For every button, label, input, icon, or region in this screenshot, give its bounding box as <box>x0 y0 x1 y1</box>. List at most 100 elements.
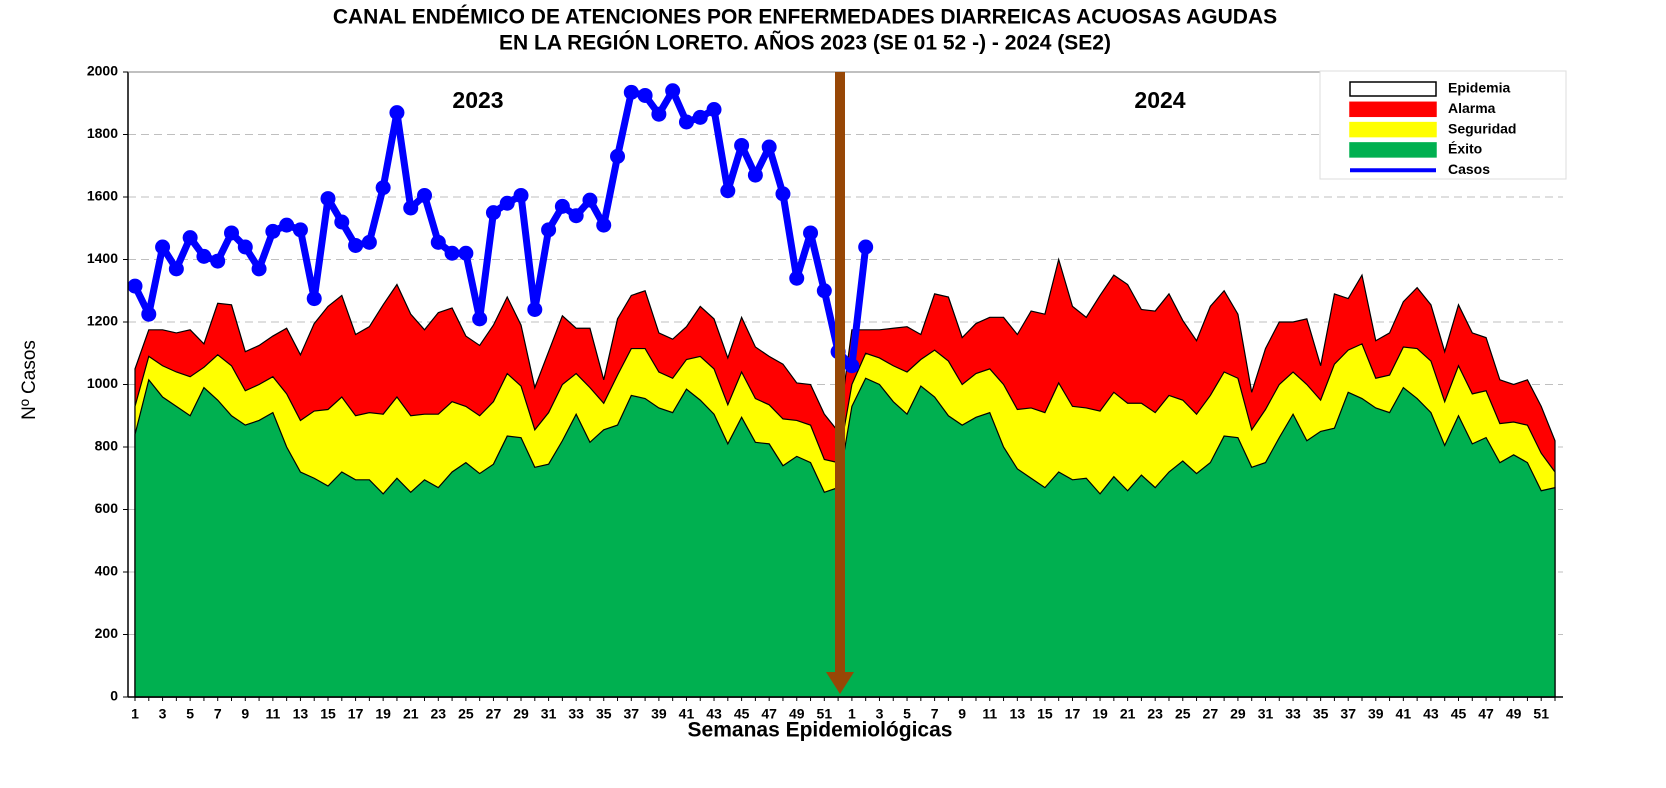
y-axis-label: Nº Casos <box>19 340 40 420</box>
point <box>196 248 212 264</box>
x-tick-label: 17 <box>1065 706 1081 722</box>
x-tick-label: 35 <box>1313 706 1329 722</box>
x-tick-label: 39 <box>1368 706 1384 722</box>
point <box>803 225 819 241</box>
x-tick-label: 49 <box>1506 706 1522 722</box>
x-tick-label: 15 <box>1037 706 1053 722</box>
legend-swatch <box>1349 142 1437 158</box>
point <box>761 139 777 155</box>
year-annotation: 2023 <box>452 87 503 113</box>
point <box>224 225 240 241</box>
point <box>637 87 653 103</box>
y-tick-label: 2000 <box>87 63 118 79</box>
x-tick-label: 9 <box>241 706 249 722</box>
point <box>141 306 157 322</box>
x-tick-label: 49 <box>789 706 805 722</box>
point <box>554 198 570 214</box>
x-tick-label: 1 <box>131 706 139 722</box>
x-tick-label: 27 <box>486 706 502 722</box>
year-annotation: 2024 <box>1134 87 1185 113</box>
point <box>527 302 543 317</box>
x-tick-label: 51 <box>817 706 833 722</box>
x-tick-label: 25 <box>1175 706 1191 722</box>
point <box>403 200 419 216</box>
point <box>182 230 198 246</box>
point <box>651 106 667 122</box>
point <box>513 187 529 203</box>
legend-label: Seguridad <box>1448 120 1516 136</box>
x-tick-label: 11 <box>982 706 997 722</box>
legend: Epidemia Alarma Seguridad Éxito Casos <box>1319 70 1567 180</box>
x-tick-label: 11 <box>265 706 280 722</box>
point <box>665 83 681 99</box>
x-tick-label: 43 <box>1423 706 1439 722</box>
x-tick-label: 9 <box>958 706 966 722</box>
point <box>127 278 143 294</box>
x-tick-label: 21 <box>403 706 419 722</box>
legend-label: Éxito <box>1448 141 1482 157</box>
chart-title: EN LA REGIÓN LORETO. AÑOS 2023 (SE 01 52… <box>499 31 1111 55</box>
x-tick-label: 25 <box>458 706 474 722</box>
point <box>251 261 267 277</box>
x-tick-label: 47 <box>1478 706 1494 722</box>
point <box>582 192 598 208</box>
y-tick-label: 800 <box>95 438 119 454</box>
x-tick-label: 31 <box>1258 706 1274 722</box>
point <box>237 239 253 255</box>
x-tick-label: 39 <box>651 706 667 722</box>
point <box>541 222 557 238</box>
y-tick-label: 1000 <box>87 375 118 391</box>
x-tick-label: 3 <box>159 706 167 722</box>
legend-label: Casos <box>1448 161 1490 177</box>
point <box>816 283 832 299</box>
x-tick-label: 35 <box>596 706 612 722</box>
x-tick-label: 33 <box>1285 706 1301 722</box>
x-tick-label: 47 <box>761 706 777 722</box>
x-tick-label: 13 <box>1010 706 1026 722</box>
x-tick-label: 19 <box>1092 706 1108 722</box>
point <box>265 223 281 239</box>
point <box>279 217 295 233</box>
point <box>789 270 805 286</box>
x-tick-label: 1 <box>848 706 856 722</box>
x-tick-label: 3 <box>876 706 884 722</box>
x-tick-label: 21 <box>1120 706 1136 722</box>
x-tick-label: 7 <box>214 706 222 722</box>
point <box>292 222 308 238</box>
x-tick-label: 5 <box>903 706 911 722</box>
x-tick-label: 33 <box>568 706 584 722</box>
x-tick-label: 43 <box>706 706 722 722</box>
x-tick-label: 17 <box>348 706 364 722</box>
x-tick-label: 51 <box>1533 706 1549 722</box>
point <box>458 245 474 261</box>
point <box>306 291 322 307</box>
point <box>596 217 612 233</box>
legend-label: Epidemia <box>1448 80 1510 96</box>
point <box>361 234 377 250</box>
point <box>499 195 515 211</box>
point <box>678 114 694 130</box>
point <box>472 311 488 327</box>
point <box>348 237 364 253</box>
point <box>389 105 405 121</box>
point <box>568 208 584 224</box>
point <box>775 186 791 202</box>
x-tick-label: 23 <box>431 706 447 722</box>
point <box>623 84 639 100</box>
x-tick-label: 31 <box>541 706 557 722</box>
y-tick-label: 1600 <box>87 188 118 204</box>
x-tick-label: 41 <box>1396 706 1412 722</box>
point <box>858 239 874 255</box>
y-tick-label: 0 <box>110 688 118 704</box>
x-tick-label: 41 <box>679 706 695 722</box>
point <box>375 180 391 196</box>
x-tick-label: 29 <box>513 706 529 722</box>
overlay: 2023 2024 <box>452 72 1186 694</box>
x-tick-label: 37 <box>1340 706 1356 722</box>
point <box>168 261 184 277</box>
x-tick-label: 27 <box>1203 706 1219 722</box>
point <box>485 205 501 221</box>
x-tick-label: 45 <box>1451 706 1467 722</box>
